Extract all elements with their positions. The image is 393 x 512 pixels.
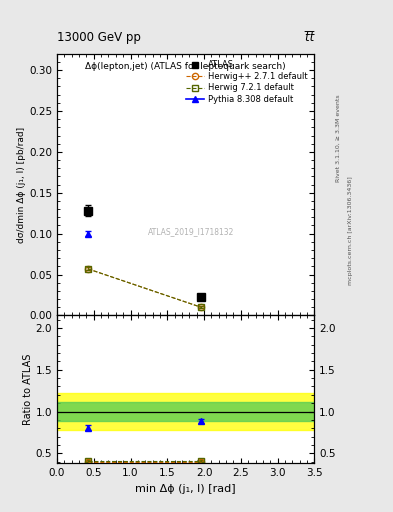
Y-axis label: dσ/dmin Δϕ (j₁, l) [pb/rad]: dσ/dmin Δϕ (j₁, l) [pb/rad]: [17, 126, 26, 243]
Text: Rivet 3.1.10, ≥ 3.3M events: Rivet 3.1.10, ≥ 3.3M events: [336, 94, 341, 182]
Legend: ATLAS, Herwig++ 2.7.1 default, Herwig 7.2.1 default, Pythia 8.308 default: ATLAS, Herwig++ 2.7.1 default, Herwig 7.…: [183, 58, 310, 106]
Text: Δϕ(lepton,jet) (ATLAS for leptoquark search): Δϕ(lepton,jet) (ATLAS for leptoquark sea…: [85, 61, 286, 71]
Text: mcplots.cern.ch [arXiv:1306.3436]: mcplots.cern.ch [arXiv:1306.3436]: [348, 176, 353, 285]
Text: ATLAS_2019_I1718132: ATLAS_2019_I1718132: [148, 227, 234, 236]
Y-axis label: Ratio to ATLAS: Ratio to ATLAS: [23, 354, 33, 425]
Text: t̅t̅: t̅t̅: [305, 31, 314, 44]
Bar: [57, 402, 314, 421]
Bar: [57, 393, 314, 430]
X-axis label: min Δϕ (j₁, l) [rad]: min Δϕ (j₁, l) [rad]: [135, 484, 236, 494]
Text: 13000 GeV pp: 13000 GeV pp: [57, 31, 141, 44]
